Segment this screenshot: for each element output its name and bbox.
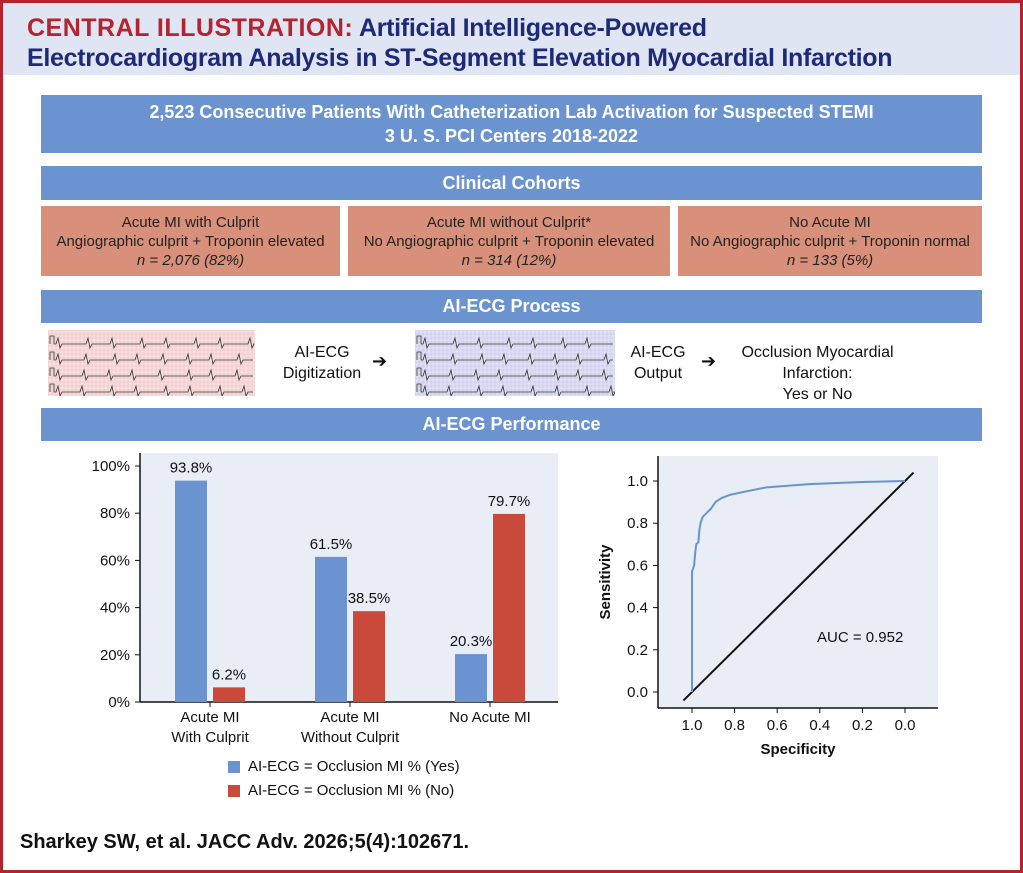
title-line2: Electrocardiogram Analysis in ST-Segment… [27,44,893,72]
ecg-paper-image [48,330,255,396]
population-line2: 3 U. S. PCI Centers 2018-2022 [384,126,639,146]
process-header: AI-ECG Process [41,290,982,323]
cohort-no-acute-mi: No Acute MI No Angiographic culprit + Tr… [678,206,982,276]
cohort-n: n = 133 (5%) [786,251,874,269]
data-label: 38.5% [348,590,391,607]
bar [315,556,347,702]
result-line: Occlusion Myocardial Infarction: [741,344,894,382]
cohort-definition: No Angiographic culprit + Troponin norma… [690,232,970,250]
y-tick-label: 20% [100,647,130,664]
step-label: Output [633,365,683,382]
cohort-acute-mi-with-culprit: Acute MI with Culprit Angiographic culpr… [41,206,340,276]
citation: Sharkey SW, et al. JACC Adv. 2026;5(4):1… [20,831,470,853]
result-label: Occlusion Myocardial Infarction: Yes or … [725,342,910,405]
category-label: No Acute MI [449,709,531,726]
legend-item-no: AI-ECG = Occlusion MI % (No) [228,782,454,799]
x-tick-label: 0.6 [767,717,788,734]
title: CENTRAL ILLUSTRATION: Artificial Intelli… [27,13,893,73]
cohort-n: n = 2,076 (82%) [136,251,245,269]
arrow-right-icon: ➔ [372,351,388,371]
cohort-name: Acute MI with Culprit [121,213,260,231]
legend-swatch [228,784,240,797]
cohorts-title: Clinical Cohorts [442,172,581,193]
cohort-acute-mi-without-culprit: Acute MI without Culprit* No Angiographi… [348,206,670,276]
x-tick-label: 0.4 [809,717,830,734]
y-tick-label: 0.2 [627,642,648,659]
x-tick-label: 0.8 [724,717,745,734]
output-label: AI-ECG Output [618,342,698,384]
data-label: 93.8% [170,460,213,477]
x-tick-label: 0.0 [895,717,916,734]
x-axis-label: Specificity [760,741,836,758]
step-label: AI-ECG [294,344,350,361]
bar [175,480,207,702]
data-label: 20.3% [450,633,493,650]
bar [455,654,487,702]
y-tick-label: 0.6 [627,557,648,574]
digitization-label: AI-ECG Digitization [272,342,372,384]
y-tick-label: 80% [100,505,130,522]
bar [493,513,525,702]
bar [213,687,245,702]
ecg-trace [49,335,255,350]
ecg-trace [416,367,613,382]
ecg-trace [416,335,613,350]
result-line: Yes or No [782,386,853,403]
ecg-trace [416,351,613,366]
cohort-definition: Angiographic culprit + Troponin elevated [56,232,325,250]
roc-chart: 0.0 0.2 0.4 0.6 0.8 1.0 1.0 0.8 0.6 0.4 0.2 0.0 Spec… [597,456,938,758]
category-label: With Culprit [171,729,249,746]
legend-label: AI-ECG = Occlusion MI % (No) [248,782,455,799]
ecg-grid [415,330,615,396]
cohort-n: n = 314 (12%) [461,251,557,269]
plot-background [658,456,938,708]
performance-header: AI-ECG Performance [41,408,982,441]
title-prefix: CENTRAL ILLUSTRATION: [27,14,354,42]
cohorts-header: Clinical Cohorts [41,166,982,200]
y-tick-label: 0.8 [627,515,648,532]
ecg-trace [49,367,253,382]
reference-diagonal [682,471,915,702]
category-label: Acute MI [180,709,239,726]
legend-swatch [228,760,240,773]
step-label: Digitization [282,365,362,382]
process-title: AI-ECG Process [442,296,581,316]
x-tick-label: 0.2 [852,717,873,734]
performance-title: AI-ECG Performance [422,414,601,434]
y-tick-label: 0.4 [627,600,648,617]
auc-annotation: AUC = 0.952 [817,629,903,646]
category-label: Without Culprit [301,729,400,746]
title-line1: Artificial Intelligence-Powered [358,14,707,42]
category-label: Acute MI [320,709,379,726]
cohort-name: Acute MI without Culprit* [426,213,592,231]
roc-curve [691,480,906,692]
data-label: 6.2% [212,666,246,683]
plot-background [140,453,558,702]
x-tick-label: 1.0 [682,717,703,734]
y-tick-label: 40% [100,600,130,617]
cohort-definition: No Angiographic culprit + Troponin eleva… [363,232,655,250]
ecg-grid [48,330,255,396]
y-tick-label: 0% [108,694,130,711]
ecg-trace [49,351,253,366]
population-line1: 2,523 Consecutive Patients With Catheter… [149,102,874,122]
ecg-digitized-image [415,330,615,396]
bar [353,611,385,702]
population-box: 2,523 Consecutive Patients With Catheter… [41,95,982,153]
step-label: AI-ECG [630,344,686,361]
y-axis-label: Sensitivity [597,544,614,620]
y-tick-label: 0.0 [627,684,648,701]
arrow-right-icon: ➔ [701,351,717,371]
legend-item-yes: AI-ECG = Occlusion MI % (Yes) [228,758,460,775]
y-tick-label: 60% [100,552,130,569]
y-tick-label: 100% [92,458,130,475]
y-tick-label: 1.0 [627,473,648,490]
data-label: 61.5% [310,536,353,553]
data-label: 79.7% [488,493,531,510]
header: CENTRAL ILLUSTRATION: Artificial Intelli… [3,3,1020,75]
cohort-name: No Acute MI [789,213,871,231]
bar-chart: 0% 20% 40% 60% 80% 100% 93.8% 61.5% 20.3% 6.2% 38.… [92,453,558,746]
legend-label: AI-ECG = Occlusion MI % (Yes) [248,758,460,775]
